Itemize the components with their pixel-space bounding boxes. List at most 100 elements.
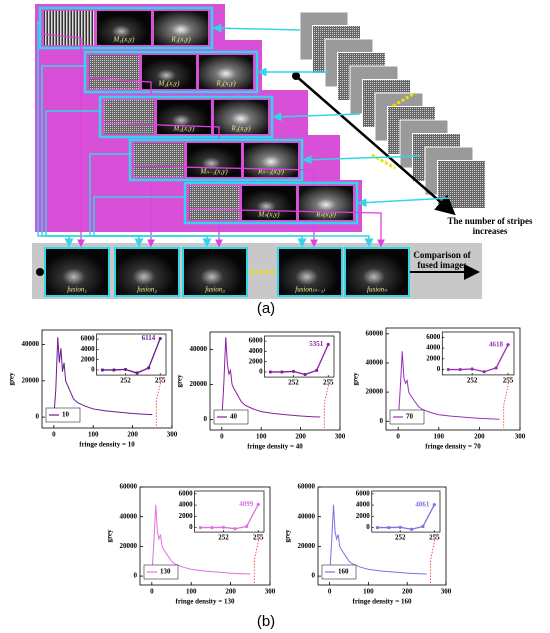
x-tick-label: 300 bbox=[265, 588, 276, 596]
inset-point bbox=[210, 525, 214, 530]
fringe-image bbox=[189, 186, 239, 220]
mask-image bbox=[242, 186, 296, 220]
row-frame bbox=[83, 50, 259, 94]
plot-frame bbox=[317, 486, 447, 586]
inset-point bbox=[506, 343, 510, 347]
callout bbox=[323, 378, 331, 428]
result-label: R₁(x,y) bbox=[170, 36, 191, 44]
inset-y-tick-label: 2000 bbox=[249, 357, 264, 365]
fringe-frame bbox=[437, 160, 486, 209]
start-dot bbox=[292, 72, 300, 80]
legend-box bbox=[389, 409, 425, 425]
inset-frame bbox=[96, 333, 167, 376]
inset-y-tick-label: 6000 bbox=[81, 335, 96, 343]
inset-point bbox=[446, 367, 450, 372]
legend-label: 40 bbox=[230, 413, 238, 421]
inset-point bbox=[291, 369, 296, 374]
y-axis-title: grey bbox=[106, 529, 114, 543]
legend-label: 130 bbox=[160, 568, 171, 576]
inset-frame bbox=[194, 490, 265, 533]
row-frame bbox=[98, 95, 274, 139]
result-image bbox=[199, 55, 253, 89]
inset-point bbox=[470, 367, 474, 371]
inset-point bbox=[256, 502, 260, 507]
inset-frame bbox=[264, 335, 335, 378]
inset-point bbox=[387, 525, 391, 530]
inset-x-tick-label: 255 bbox=[253, 534, 264, 542]
inset-x-tick-label: 252 bbox=[218, 534, 229, 542]
inset-point bbox=[268, 370, 272, 374]
series-line bbox=[329, 504, 427, 577]
inset-y-tick-label: 0 bbox=[437, 365, 441, 373]
ellipsis bbox=[371, 153, 396, 170]
y-tick-label: 0 bbox=[312, 572, 316, 580]
inset-point bbox=[233, 527, 237, 531]
legend-box bbox=[143, 564, 179, 580]
output-note: fused images bbox=[417, 260, 467, 270]
series-line bbox=[151, 504, 251, 577]
y-tick-label: 20000 bbox=[120, 542, 138, 550]
x-tick-label: 100 bbox=[256, 433, 267, 441]
cyan-arrow bbox=[302, 155, 421, 165]
cyan-arrow bbox=[93, 196, 374, 248]
inset-x-tick-label: 252 bbox=[395, 534, 406, 542]
cyan-arrow bbox=[41, 65, 144, 248]
ellipsis bbox=[392, 91, 416, 108]
result-image bbox=[299, 186, 353, 220]
plot-frame bbox=[209, 331, 341, 431]
fusion-image bbox=[182, 247, 248, 297]
inset-point bbox=[280, 370, 284, 374]
legend-label: 10 bbox=[62, 411, 70, 419]
x-tick-label: 200 bbox=[295, 433, 306, 441]
x-axis-title: fringe density = 130 bbox=[175, 598, 235, 606]
cyan-arrow bbox=[212, 23, 301, 33]
inset-x-tick-label: 252 bbox=[467, 377, 478, 385]
cyan-arrow bbox=[37, 21, 74, 248]
fusion-image bbox=[114, 247, 180, 297]
value-label: 6114 bbox=[142, 334, 156, 342]
inset-point bbox=[112, 368, 116, 372]
magenta-arrow bbox=[41, 33, 85, 248]
inset-line bbox=[448, 344, 509, 373]
inset-x-tick-label: 255 bbox=[155, 377, 166, 385]
x-tick-label: 200 bbox=[225, 588, 236, 596]
magenta-arrow bbox=[86, 77, 155, 248]
inset-y-tick-label: 4000 bbox=[249, 347, 264, 355]
density-arrow bbox=[295, 75, 456, 216]
x-tick-label: 300 bbox=[167, 431, 178, 439]
magenta-arrow bbox=[186, 208, 385, 248]
fringe-image bbox=[134, 143, 184, 177]
y-tick-label: 0 bbox=[204, 415, 208, 423]
x-tick-label: 0 bbox=[220, 433, 224, 441]
inset-point bbox=[245, 524, 249, 529]
value-label: 5351 bbox=[309, 340, 324, 348]
fringe-image bbox=[44, 11, 94, 45]
y-tick-label: 40000 bbox=[22, 340, 40, 348]
y-tick-label: 0 bbox=[380, 417, 384, 425]
mask-image bbox=[157, 100, 211, 134]
x-tick-label: 0 bbox=[150, 588, 154, 596]
x-tick-label: 300 bbox=[515, 433, 526, 441]
y-tick-label: 40000 bbox=[190, 345, 208, 353]
y-tick-label: 20000 bbox=[366, 388, 384, 396]
x-tick-label: 200 bbox=[474, 433, 485, 441]
inset-y-tick-label: 4000 bbox=[81, 345, 96, 353]
x-tick-label: 200 bbox=[127, 431, 138, 439]
inset-point bbox=[158, 336, 162, 341]
inset-y-tick-label: 0 bbox=[366, 523, 370, 531]
stack-note: The number of stripes bbox=[447, 216, 533, 226]
x-tick-label: 300 bbox=[441, 588, 452, 596]
y-tick-label: 20000 bbox=[22, 376, 40, 384]
inset-x-tick-label: 252 bbox=[288, 379, 299, 387]
y-tick-label: 0 bbox=[134, 572, 138, 580]
y-tick-label: 20000 bbox=[190, 380, 208, 388]
cyan-arrow bbox=[272, 112, 361, 122]
inset-y-tick-label: 4000 bbox=[426, 344, 441, 352]
y-tick-label: 60000 bbox=[366, 329, 384, 337]
result-image bbox=[154, 11, 208, 45]
legend-box bbox=[45, 407, 81, 423]
start-dot bbox=[36, 268, 44, 276]
inset-point bbox=[100, 368, 104, 372]
x-axis-title: fringe density = 160 bbox=[352, 598, 412, 606]
